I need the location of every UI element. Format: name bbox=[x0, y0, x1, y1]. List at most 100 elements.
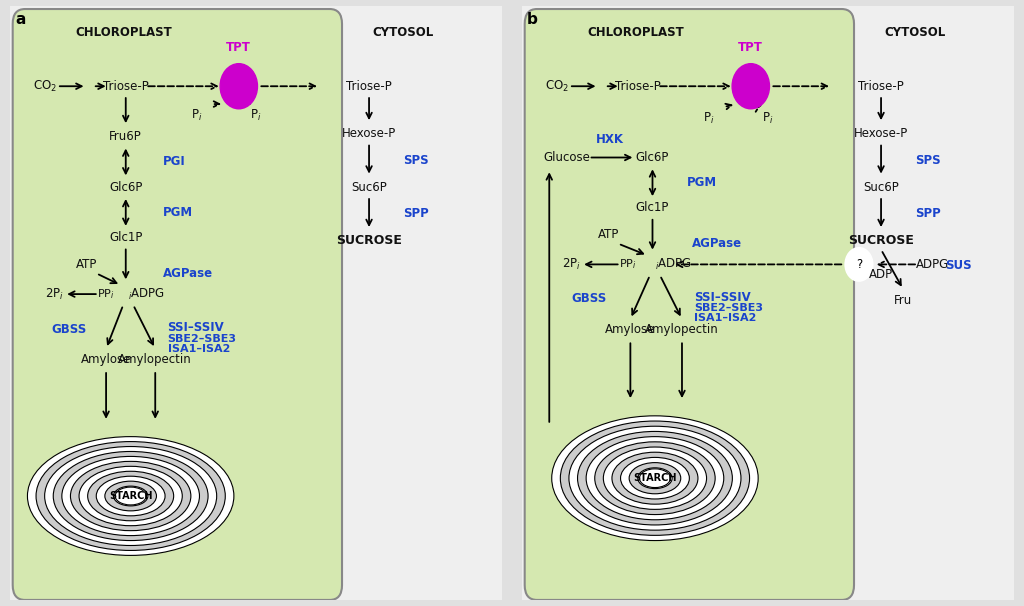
Ellipse shape bbox=[36, 442, 225, 550]
Text: Glc6P: Glc6P bbox=[636, 151, 669, 164]
Text: Glc6P: Glc6P bbox=[110, 181, 142, 194]
Text: Glc1P: Glc1P bbox=[110, 231, 142, 244]
Text: b: b bbox=[527, 12, 538, 27]
Text: Amylose: Amylose bbox=[81, 353, 131, 366]
Text: $_i$ADPG: $_i$ADPG bbox=[128, 287, 165, 302]
Ellipse shape bbox=[28, 436, 233, 555]
Text: SUS: SUS bbox=[945, 259, 972, 272]
Text: CYTOSOL: CYTOSOL bbox=[885, 26, 946, 39]
Text: ATP: ATP bbox=[598, 228, 618, 241]
Text: $_i$ADPG: $_i$ADPG bbox=[655, 257, 692, 272]
Text: SUCROSE: SUCROSE bbox=[336, 234, 402, 247]
Text: CHLOROPLAST: CHLOROPLAST bbox=[587, 26, 684, 39]
Text: CO$_2$: CO$_2$ bbox=[33, 79, 56, 94]
Ellipse shape bbox=[71, 461, 190, 531]
Text: ATP: ATP bbox=[76, 258, 97, 271]
Text: Glc1P: Glc1P bbox=[636, 201, 669, 215]
Ellipse shape bbox=[115, 487, 146, 505]
Text: Fru6P: Fru6P bbox=[110, 130, 142, 143]
Text: Hexose-P: Hexose-P bbox=[342, 127, 396, 140]
Text: CYTOSOL: CYTOSOL bbox=[373, 26, 434, 39]
Text: a: a bbox=[15, 12, 26, 27]
Text: Glucose: Glucose bbox=[543, 151, 590, 164]
Text: STARCH: STARCH bbox=[109, 491, 153, 501]
Text: HXK: HXK bbox=[596, 133, 624, 146]
Text: 2P$_i$: 2P$_i$ bbox=[562, 257, 581, 272]
Ellipse shape bbox=[61, 456, 200, 536]
Ellipse shape bbox=[96, 476, 165, 516]
Text: Triose-P: Triose-P bbox=[858, 80, 904, 93]
Ellipse shape bbox=[612, 452, 698, 504]
Text: CO$_2$: CO$_2$ bbox=[545, 79, 568, 94]
Circle shape bbox=[732, 64, 769, 109]
Text: PP$_i$: PP$_i$ bbox=[97, 287, 115, 301]
Ellipse shape bbox=[578, 431, 732, 525]
Ellipse shape bbox=[595, 442, 715, 514]
Text: GBSS: GBSS bbox=[51, 323, 87, 336]
Text: Triose-P: Triose-P bbox=[346, 80, 392, 93]
Ellipse shape bbox=[621, 458, 689, 499]
Ellipse shape bbox=[560, 421, 750, 535]
FancyBboxPatch shape bbox=[12, 9, 342, 600]
Text: P$_i$: P$_i$ bbox=[191, 108, 203, 124]
Text: SBE2–SBE3: SBE2–SBE3 bbox=[694, 303, 763, 313]
Text: ADPG: ADPG bbox=[916, 258, 949, 271]
Ellipse shape bbox=[629, 462, 681, 494]
Text: AGPase: AGPase bbox=[163, 267, 213, 280]
Ellipse shape bbox=[79, 467, 182, 526]
Circle shape bbox=[845, 248, 872, 281]
Text: SUCROSE: SUCROSE bbox=[848, 234, 914, 247]
Text: Suc6P: Suc6P bbox=[351, 181, 387, 194]
Ellipse shape bbox=[122, 491, 139, 501]
Ellipse shape bbox=[53, 451, 208, 541]
Text: TPT: TPT bbox=[738, 41, 763, 54]
Text: Amylopectin: Amylopectin bbox=[645, 323, 719, 336]
Text: SSI–SSIV: SSI–SSIV bbox=[168, 321, 224, 335]
Text: P$_i$: P$_i$ bbox=[703, 112, 715, 127]
Text: P$_i$: P$_i$ bbox=[250, 108, 262, 124]
Ellipse shape bbox=[569, 426, 741, 530]
Text: ISA1–ISA2: ISA1–ISA2 bbox=[168, 344, 230, 355]
Ellipse shape bbox=[638, 468, 672, 488]
Text: Amylose: Amylose bbox=[605, 323, 655, 336]
Ellipse shape bbox=[639, 469, 671, 488]
Text: PGI: PGI bbox=[163, 156, 185, 168]
Text: AGPase: AGPase bbox=[692, 237, 742, 250]
Text: SBE2–SBE3: SBE2–SBE3 bbox=[168, 334, 237, 344]
Text: PGM: PGM bbox=[687, 176, 717, 189]
Ellipse shape bbox=[114, 486, 147, 506]
Ellipse shape bbox=[552, 416, 758, 541]
FancyBboxPatch shape bbox=[510, 0, 1024, 606]
Ellipse shape bbox=[646, 473, 664, 484]
Text: Hexose-P: Hexose-P bbox=[854, 127, 908, 140]
Text: Fru: Fru bbox=[894, 293, 912, 307]
Text: ADP: ADP bbox=[869, 268, 893, 281]
Text: SPP: SPP bbox=[915, 207, 941, 221]
Text: STARCH: STARCH bbox=[633, 473, 677, 483]
Text: ISA1–ISA2: ISA1–ISA2 bbox=[694, 313, 757, 324]
Text: TPT: TPT bbox=[226, 41, 251, 54]
Text: SPP: SPP bbox=[403, 207, 429, 221]
Ellipse shape bbox=[603, 447, 707, 510]
Text: P$_i$: P$_i$ bbox=[762, 112, 774, 127]
Text: PGM: PGM bbox=[163, 206, 193, 219]
Ellipse shape bbox=[104, 481, 157, 511]
Text: 2P$_i$: 2P$_i$ bbox=[45, 287, 63, 302]
Text: CHLOROPLAST: CHLOROPLAST bbox=[75, 26, 172, 39]
Text: ?: ? bbox=[856, 258, 862, 271]
FancyBboxPatch shape bbox=[0, 0, 514, 606]
Ellipse shape bbox=[45, 447, 217, 545]
Ellipse shape bbox=[586, 436, 724, 520]
Circle shape bbox=[220, 64, 257, 109]
Text: GBSS: GBSS bbox=[571, 291, 606, 305]
Text: Suc6P: Suc6P bbox=[863, 181, 899, 194]
Ellipse shape bbox=[88, 471, 174, 521]
Text: Triose-P: Triose-P bbox=[614, 80, 660, 93]
Text: SPS: SPS bbox=[403, 154, 429, 167]
Text: PP$_i$: PP$_i$ bbox=[620, 258, 637, 271]
Text: Amylopectin: Amylopectin bbox=[119, 353, 193, 366]
FancyBboxPatch shape bbox=[524, 9, 854, 600]
Text: SSI–SSIV: SSI–SSIV bbox=[694, 290, 751, 304]
Text: Triose-P: Triose-P bbox=[102, 80, 148, 93]
Text: SPS: SPS bbox=[915, 154, 941, 167]
